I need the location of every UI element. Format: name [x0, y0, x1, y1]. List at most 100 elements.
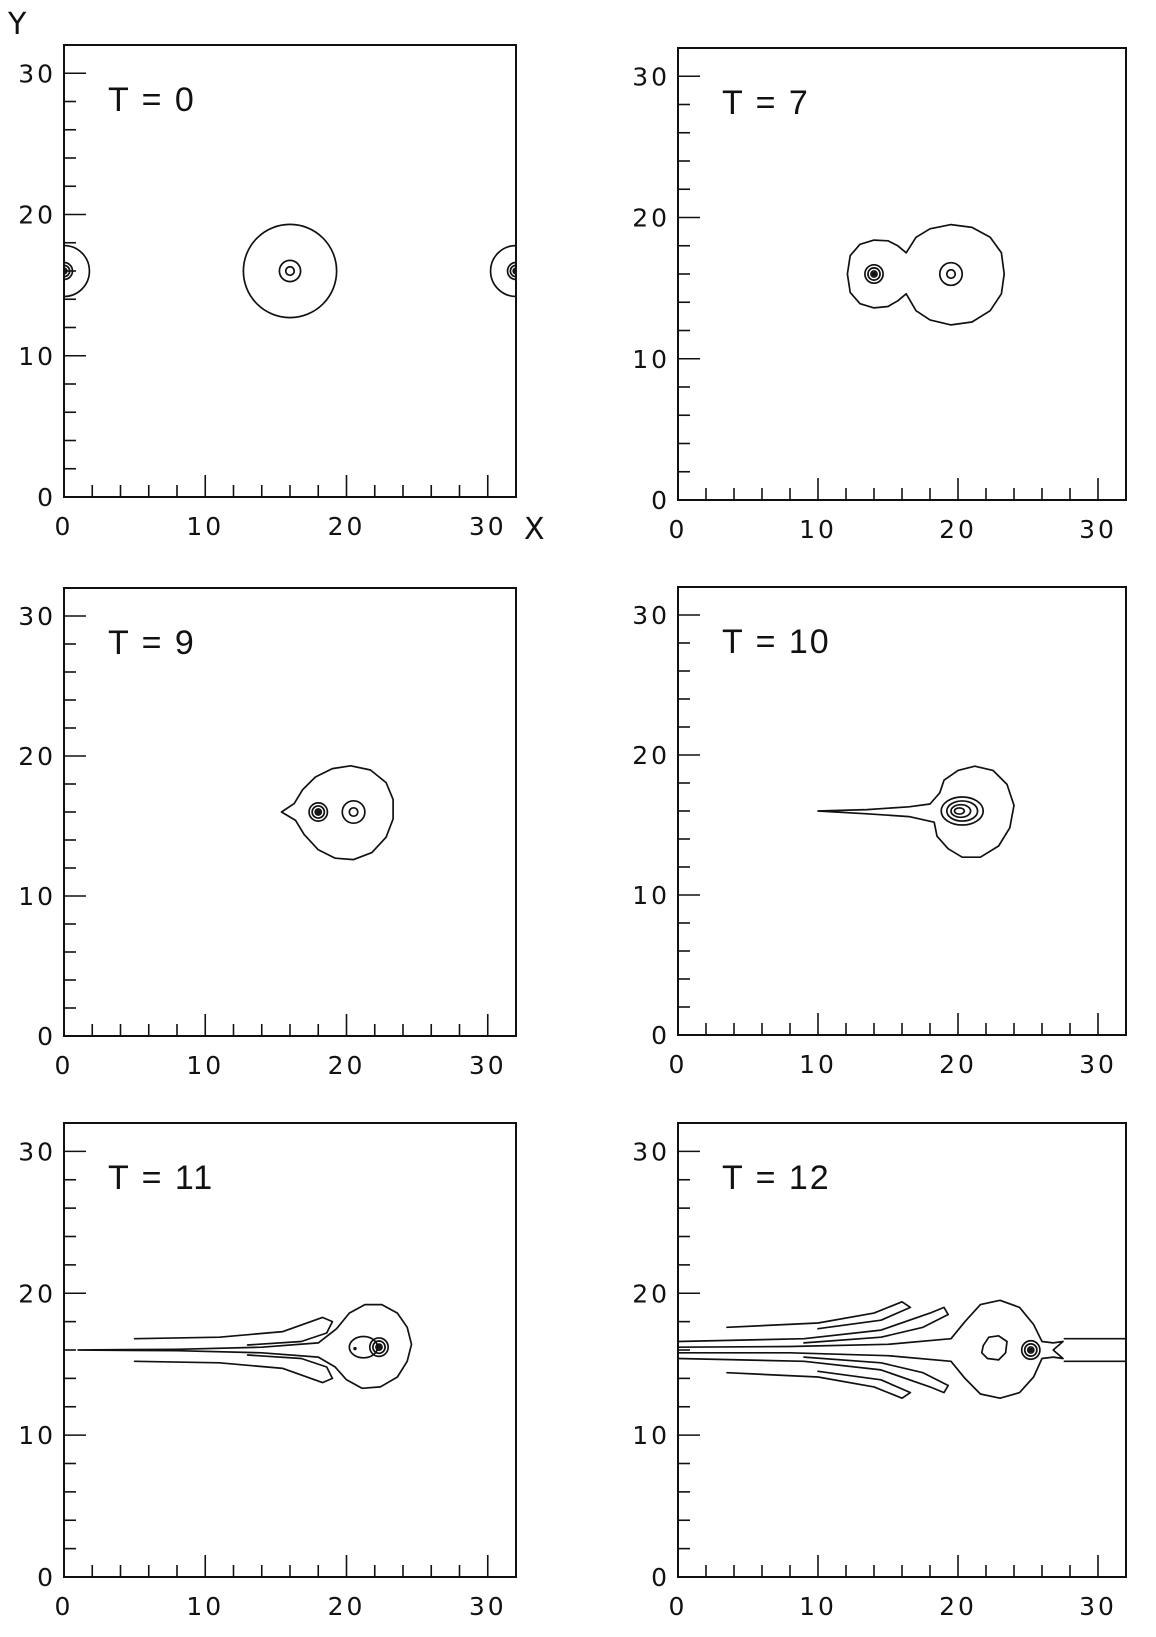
contour-lines [846, 223, 1006, 326]
axis-ticks [64, 1150, 489, 1577]
contour-core-ring [864, 263, 884, 285]
panel-2: 00 10 10 20 20 30 30 T = 7 [632, 47, 1127, 544]
axis-ticks [678, 614, 1099, 1035]
y-tick-label: 10 [18, 882, 56, 911]
x-tick-label: 20 [939, 1050, 977, 1079]
y-tick-label: 20 [18, 1279, 56, 1308]
x-tick-label: 0 [55, 1051, 74, 1080]
contour-core-center [64, 268, 67, 274]
y-tick-label: 10 [632, 1421, 670, 1450]
contour-line [77, 1303, 413, 1390]
contour-ring [242, 223, 338, 319]
panel-1: 00 10 10 20 20 30 30 T = 0 [18, 44, 517, 541]
x-tick-label: 20 [939, 1592, 977, 1621]
contour-core-center [871, 271, 877, 277]
x-tick-label: 0 [669, 1592, 688, 1621]
panel-title: T = 10 [722, 623, 831, 661]
contour-dot [353, 1346, 357, 1351]
y-tick-label: 0 [37, 483, 56, 512]
x-tick-label: 20 [328, 1592, 366, 1621]
contour-core-ring [314, 808, 323, 816]
y-tick-label: 0 [37, 1563, 56, 1592]
contour-core-ring [867, 267, 881, 281]
contour-core-ring [372, 1340, 386, 1355]
contour-lines [817, 765, 1015, 859]
x-tick-label: 30 [1079, 515, 1117, 544]
axis-ticks [678, 1150, 1099, 1577]
x-tick-label: 20 [939, 515, 977, 544]
contour-line [846, 223, 1006, 326]
contour-core-ring [368, 1337, 390, 1358]
y-axis-label: Y [7, 7, 27, 42]
contour-line [678, 1306, 950, 1344]
contour-core-center [315, 809, 321, 815]
contour-core-ring [64, 267, 68, 275]
contour-ring [489, 244, 516, 298]
contour-ring [953, 807, 966, 815]
panel-4: 00 10 10 20 20 30 30 T = 10 [632, 586, 1127, 1079]
contour-ring [64, 244, 91, 298]
panel-title: T = 12 [722, 1159, 831, 1197]
x-tick-label: 10 [799, 515, 837, 544]
axis-ticks [64, 72, 489, 497]
contour-ring [945, 800, 979, 822]
y-tick-label: 30 [632, 62, 670, 91]
contour-ring [348, 806, 359, 818]
axis-ticks [64, 615, 489, 1036]
contour-line [133, 1354, 334, 1384]
y-tick-label: 10 [18, 342, 56, 371]
x-tick-label: 30 [1079, 1050, 1117, 1079]
panel-5: 00 10 10 20 20 30 30 T = 11 [18, 1122, 517, 1621]
y-tick-label: 20 [632, 741, 670, 770]
y-tick-label: 0 [651, 1563, 670, 1592]
x-tick-label: 30 [469, 1051, 507, 1080]
contour-lines [64, 223, 516, 319]
panel-title: T = 0 [108, 81, 196, 119]
contour-lines [280, 764, 394, 861]
x-tick-label: 0 [669, 1050, 688, 1079]
x-tick-label: 0 [55, 1592, 74, 1621]
contour-core-ring [1020, 1339, 1041, 1361]
x-tick-label: 30 [469, 1592, 507, 1621]
y-tick-label: 30 [632, 1137, 670, 1166]
x-tick-label: 20 [328, 512, 366, 541]
y-tick-label: 20 [18, 201, 56, 230]
contour-core-center [513, 268, 516, 274]
x-tick-label: 10 [799, 1050, 837, 1079]
y-tick-label: 0 [651, 1021, 670, 1050]
contour-core-ring [308, 802, 329, 822]
contour-core-ring [1026, 1346, 1035, 1354]
y-tick-label: 0 [37, 1022, 56, 1051]
y-tick-label: 30 [18, 602, 56, 631]
contour-lines [77, 1303, 413, 1390]
y-tick-label: 0 [651, 486, 670, 515]
x-tick-label: 10 [186, 512, 224, 541]
x-tick-label: 20 [328, 1051, 366, 1080]
contour-core-center [376, 1344, 382, 1350]
y-tick-label: 10 [18, 1421, 56, 1450]
x-tick-label: 10 [186, 1051, 224, 1080]
contour-line [980, 1334, 1008, 1361]
x-tick-label: 10 [186, 1592, 224, 1621]
y-tick-label: 10 [632, 345, 670, 374]
contour-lines [678, 1299, 1126, 1400]
y-tick-label: 10 [632, 881, 670, 910]
y-tick-label: 20 [632, 1279, 670, 1308]
contour-ring [341, 799, 366, 825]
x-tick-label: 30 [1079, 1592, 1117, 1621]
contour-core-ring [1023, 1343, 1038, 1357]
panel-3: 00 10 10 20 20 30 30 T = 9 [18, 587, 517, 1080]
contour-ring [945, 268, 957, 280]
contour-core-ring [506, 261, 516, 281]
y-tick-label: 30 [18, 1137, 56, 1166]
y-tick-label: 20 [18, 742, 56, 771]
contour-ring [950, 803, 972, 819]
contour-core-ring [311, 805, 326, 819]
contour-core-ring [64, 264, 71, 278]
panel-title: T = 7 [722, 84, 810, 122]
contour-core-ring [509, 264, 516, 278]
x-tick-label: 10 [799, 1592, 837, 1621]
contour-ring [938, 261, 964, 287]
